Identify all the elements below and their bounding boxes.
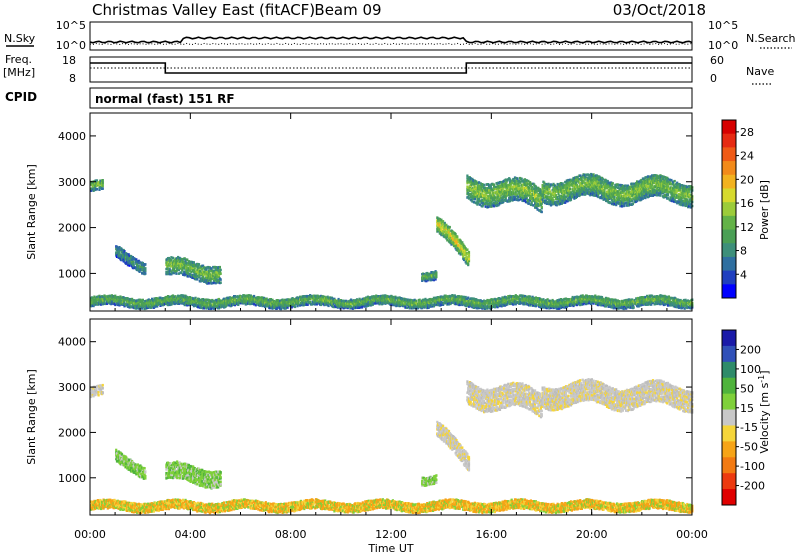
echo-cell (541, 211, 543, 214)
echo-cell (449, 226, 451, 229)
echo-cell (198, 263, 200, 266)
echo-cell (96, 188, 98, 191)
echo-cell (521, 178, 523, 181)
frequency-strip-frame (90, 57, 692, 82)
echo-cell (468, 251, 470, 254)
echo-cell (474, 198, 476, 201)
echo-cell (552, 199, 554, 202)
echo-cell (220, 281, 222, 284)
date-label: 03/Oct/2018 (613, 1, 706, 19)
echo-cell (102, 185, 104, 188)
nave-tick-bottom: 0 (710, 72, 717, 85)
nsky-tick-bottom: 10^0 (56, 39, 86, 52)
echo-cell (541, 206, 543, 209)
echo-cell (489, 192, 491, 195)
echo-cell (144, 267, 146, 270)
echo-cell (175, 272, 177, 275)
freq-tick-bottom: 8 (69, 72, 76, 85)
echo-cell (172, 257, 174, 260)
echo-cell (505, 198, 507, 201)
echo-cell (195, 297, 197, 300)
nsearch-trace (90, 43, 692, 44)
echo-cell (493, 184, 495, 187)
echo-cell (468, 253, 470, 256)
freq-unit: [MHz] (3, 66, 35, 79)
echo-cell (220, 278, 222, 281)
echo-cell (688, 190, 690, 193)
nsearch-tick-top: 10^5 (708, 19, 738, 32)
echo-cell (659, 194, 661, 197)
echo-cell (102, 187, 104, 190)
echo-cell (219, 266, 221, 269)
echo-cell (468, 258, 470, 261)
echo-cell (220, 269, 222, 272)
echo-cell (569, 188, 571, 191)
nave-label: Nave (746, 65, 774, 78)
freq-label: Freq. (5, 53, 32, 66)
nsky-trace (90, 37, 692, 43)
noise-strip: N.Sky 10^5 10^0 10^5 10^0 N.Search (4, 19, 796, 52)
nsky-label: N.Sky (4, 32, 36, 45)
echo-cell (194, 267, 196, 270)
noise-strip-frame (90, 22, 692, 50)
echo-cell (483, 184, 485, 187)
echo-cell (102, 179, 104, 182)
beam-label: Beam 09 (314, 1, 381, 19)
echo-cell (456, 235, 458, 238)
echo-cell (516, 177, 518, 180)
echo-cell (674, 180, 676, 183)
cpid-label: CPID (5, 90, 37, 104)
echo-cell (220, 272, 222, 275)
echo-cell (144, 272, 146, 275)
cpid-value: normal (fast) 151 RF (95, 92, 235, 106)
echo-cell (144, 269, 146, 272)
echo-cell (435, 271, 437, 274)
nsearch-tick-bottom: 10^0 (708, 39, 738, 52)
echo-cell (466, 248, 468, 251)
echo-cell (415, 300, 417, 303)
echo-cell (549, 190, 551, 193)
frequency-strip: Freq. [MHz] 18 8 60 0 Nave (3, 53, 774, 85)
nave-tick-top: 60 (710, 54, 724, 67)
echo-cell (193, 261, 195, 264)
echo-cell (528, 187, 530, 190)
nsearch-label: N.Search (746, 32, 796, 45)
nsky-tick-top: 10^5 (56, 19, 86, 32)
freq-tick-top: 18 (62, 54, 76, 67)
station-title: Christmas Valley East (fitACF) (92, 1, 315, 19)
echo-cell (467, 263, 469, 266)
echo-cell (294, 306, 296, 309)
echo-cell (518, 184, 520, 187)
echo-cell (612, 182, 614, 185)
echo-cell (144, 263, 146, 266)
power-echoes (90, 173, 693, 310)
